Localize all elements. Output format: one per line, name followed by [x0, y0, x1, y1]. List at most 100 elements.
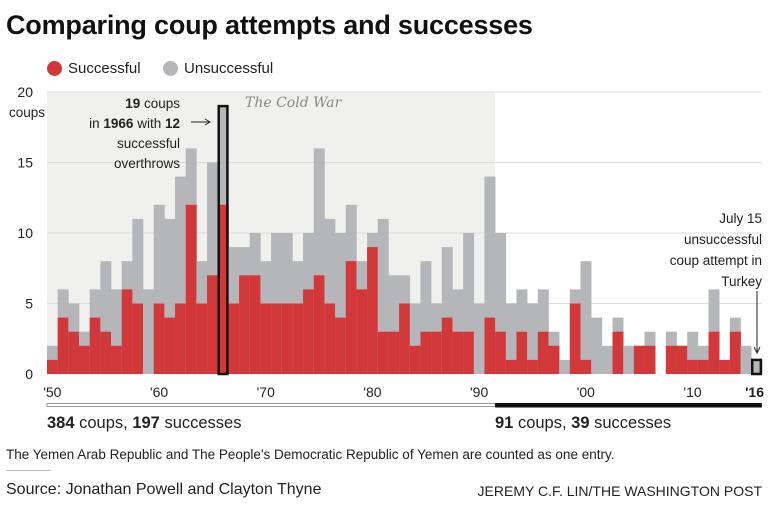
bar-unsuccessful: [324, 218, 336, 374]
bar-successful: [697, 359, 709, 374]
annotation-number: 19: [125, 96, 141, 111]
annotation-text: successful: [116, 136, 180, 151]
bar-unsuccessful: [473, 303, 485, 374]
bar-successful: [313, 275, 325, 374]
bar-unsuccessful: [505, 303, 517, 374]
footnote: The Yemen Arab Republic and The People's…: [6, 447, 615, 462]
bar-successful: [420, 331, 432, 374]
bar-unsuccessful: [420, 261, 432, 374]
annotation-number: 12: [164, 116, 180, 131]
bar-successful: [495, 331, 507, 374]
annotation-text: overthrows: [113, 156, 180, 171]
bar-successful: [527, 359, 539, 374]
stat-number: 197: [132, 414, 160, 432]
x-tick-label: '16: [745, 384, 764, 400]
x-tick-label: '70: [257, 384, 275, 400]
bar-successful: [185, 204, 197, 374]
annotation-text: July 15: [719, 211, 762, 226]
bar-successful: [89, 317, 101, 374]
y-tick-label: 10: [17, 225, 33, 241]
highlight-box: [750, 358, 763, 376]
annotation-turkey: July 15 unsuccessful coup attempt in Tur…: [670, 208, 762, 292]
bar-unsuccessful: [100, 261, 112, 374]
bar-unsuccessful: [687, 331, 699, 374]
bar-unsuccessful: [601, 345, 613, 374]
y-tick-label: 15: [17, 155, 33, 171]
bar-successful: [612, 331, 624, 374]
bar-successful: [100, 331, 112, 374]
y-tick-label: 0: [25, 366, 33, 382]
bar-successful: [57, 317, 69, 374]
bar-successful: [175, 303, 187, 374]
bar-successful: [68, 331, 80, 374]
legend-item-unsuccessful: Unsuccessful: [163, 60, 273, 77]
bar-successful: [687, 359, 699, 374]
bar-successful: [633, 345, 645, 374]
bar-successful: [249, 275, 261, 374]
stat-number: 384: [47, 414, 75, 432]
y-tick-label: 20: [17, 84, 33, 100]
bar-unsuccessful: [495, 233, 507, 374]
bar-successful: [505, 359, 517, 374]
bar-unsuccessful: [409, 303, 421, 374]
annotation-text: coup attempt in: [669, 253, 762, 268]
bar-successful: [79, 345, 90, 374]
bar-successful: [484, 317, 496, 374]
bar-unsuccessful: [740, 345, 752, 374]
bar-unsuccessful: [164, 218, 176, 374]
bar-unsuccessful: [111, 289, 122, 374]
x-tick-label: '10: [683, 384, 701, 400]
credit: JEREMY C.F. LIN/THE WASHINGTON POST: [477, 483, 762, 499]
timeline-post-cold-war: [495, 403, 762, 408]
bar-successful: [335, 317, 347, 374]
bar-unsuccessful: [175, 176, 187, 374]
bar-successful: [303, 289, 315, 374]
bar-unsuccessful: [591, 317, 603, 374]
timeline-cold-war: [46, 403, 496, 407]
x-tick-label: '50: [43, 384, 61, 400]
legend-item-successful: Successful: [47, 60, 141, 77]
bar-successful: [409, 345, 421, 374]
bar-successful: [121, 289, 133, 374]
stat-text: successes: [159, 414, 242, 432]
chart-title: Comparing coup attempts and successes: [6, 10, 533, 40]
bar-successful: [569, 303, 581, 374]
bar-unsuccessful: [623, 345, 635, 374]
bar-successful: [153, 303, 165, 374]
bar-successful: [388, 331, 400, 374]
bar-unsuccessful: [153, 204, 165, 374]
bar-unsuccessful: [580, 261, 592, 374]
annotation-text: Turkey: [721, 274, 762, 289]
bar-successful: [217, 204, 229, 374]
bar-successful: [324, 303, 336, 374]
cold-war-label: The Cold War: [245, 95, 342, 111]
stat-number: 39: [571, 414, 590, 432]
bar-successful: [644, 345, 656, 374]
legend-label: Unsuccessful: [184, 60, 274, 77]
y-tick-label: 5: [25, 296, 33, 312]
bar-successful: [111, 345, 122, 374]
bar-successful: [228, 303, 240, 374]
bar-successful: [281, 303, 293, 374]
bar-successful: [196, 303, 208, 374]
x-tick-label: '00: [577, 384, 595, 400]
bar-unsuccessful: [388, 275, 400, 374]
bar-successful: [463, 331, 475, 374]
bar-successful: [377, 331, 389, 374]
stat-number: 91: [495, 414, 514, 432]
annotation-text: with: [133, 116, 165, 131]
successful-swatch-icon: [47, 61, 62, 76]
bar-successful: [708, 331, 720, 374]
x-tick-label: '60: [150, 384, 168, 400]
annotation-text: in: [89, 116, 104, 131]
unsuccessful-swatch-icon: [163, 61, 178, 76]
x-tick-label: '90: [470, 384, 488, 400]
bar-unsuccessful: [207, 162, 219, 374]
stat-text: coups,: [513, 414, 572, 432]
bar-successful: [729, 331, 741, 374]
divider: [6, 470, 51, 471]
y-axis-label: coups: [9, 105, 45, 120]
arrowhead-icon: [204, 118, 211, 126]
cold-war-stats: 384 coups, 197 successes: [47, 414, 241, 433]
